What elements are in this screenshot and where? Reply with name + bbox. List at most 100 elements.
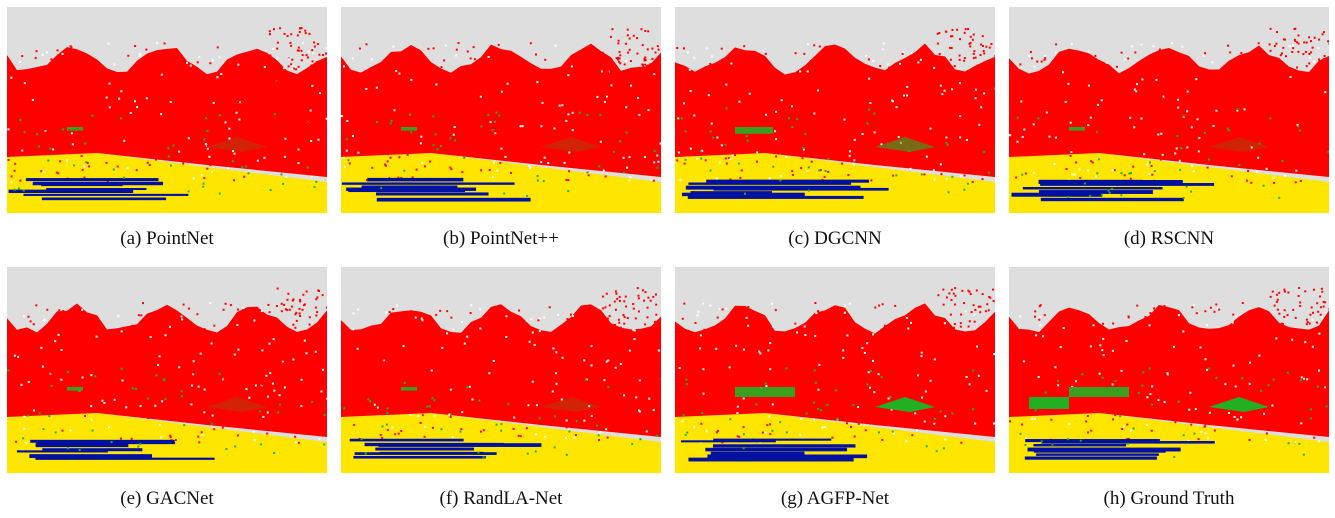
point	[203, 328, 206, 331]
point	[173, 120, 176, 123]
point	[180, 395, 183, 398]
point	[488, 168, 491, 171]
point	[1305, 41, 1308, 44]
point	[1135, 90, 1138, 93]
point	[373, 403, 376, 406]
point	[946, 70, 949, 73]
point	[693, 57, 696, 60]
point	[554, 356, 557, 359]
point	[37, 393, 40, 396]
point	[636, 37, 639, 40]
point	[1313, 436, 1316, 439]
point	[1281, 108, 1284, 111]
point	[880, 348, 883, 351]
point	[653, 135, 656, 138]
point	[9, 72, 12, 75]
point	[325, 47, 327, 50]
point	[392, 308, 395, 311]
point	[923, 314, 926, 317]
point	[162, 378, 165, 381]
point	[1193, 432, 1196, 435]
point	[857, 422, 860, 425]
point	[365, 179, 368, 182]
point	[23, 315, 26, 318]
point	[565, 453, 568, 456]
point	[107, 42, 110, 45]
point	[66, 447, 69, 450]
point	[429, 160, 432, 163]
point	[531, 331, 534, 334]
point	[637, 294, 640, 297]
point	[325, 322, 327, 325]
point	[134, 100, 137, 103]
point	[980, 325, 983, 328]
point	[223, 378, 226, 381]
point	[877, 431, 880, 434]
point	[228, 137, 231, 140]
point	[86, 143, 89, 146]
point	[891, 430, 894, 433]
point	[233, 152, 236, 155]
point	[1064, 100, 1067, 103]
point	[1185, 185, 1188, 188]
point	[831, 306, 834, 309]
point	[410, 350, 413, 353]
point	[1120, 194, 1123, 197]
point	[422, 133, 425, 136]
point	[1206, 166, 1209, 169]
point	[642, 140, 645, 143]
point	[19, 118, 22, 121]
point	[628, 37, 631, 40]
point	[648, 379, 651, 382]
point	[208, 121, 211, 124]
point	[284, 152, 287, 155]
point	[702, 392, 705, 395]
point	[1273, 334, 1276, 337]
point	[937, 343, 940, 346]
point	[933, 178, 936, 181]
point	[518, 371, 521, 374]
point	[742, 426, 745, 429]
point	[712, 136, 715, 139]
point	[1177, 400, 1180, 403]
point	[1123, 174, 1126, 177]
point	[567, 113, 570, 116]
point	[1124, 80, 1127, 83]
point	[1321, 290, 1324, 293]
point	[23, 131, 26, 134]
point	[1150, 403, 1153, 406]
point	[1302, 425, 1305, 428]
point	[1312, 288, 1315, 291]
point	[427, 76, 430, 79]
point	[542, 180, 545, 183]
point	[398, 86, 401, 89]
point	[647, 415, 650, 418]
point	[146, 336, 149, 339]
point	[552, 347, 555, 350]
point	[738, 100, 741, 103]
point	[348, 162, 351, 165]
point	[213, 119, 216, 122]
point	[343, 395, 346, 398]
point	[685, 351, 688, 354]
point	[134, 45, 137, 48]
point	[943, 89, 946, 92]
point	[619, 62, 622, 65]
point	[925, 155, 928, 158]
point	[971, 181, 974, 184]
point	[1168, 383, 1171, 386]
point	[7, 369, 10, 372]
point	[1257, 51, 1260, 54]
point	[1069, 121, 1072, 124]
point	[276, 80, 279, 83]
point	[972, 57, 975, 60]
point	[455, 48, 458, 51]
point	[1268, 43, 1271, 46]
point	[1272, 378, 1275, 381]
point	[266, 360, 269, 363]
point	[307, 403, 310, 406]
point	[237, 63, 240, 66]
point	[636, 287, 639, 290]
point	[1317, 58, 1320, 61]
point	[764, 382, 767, 385]
